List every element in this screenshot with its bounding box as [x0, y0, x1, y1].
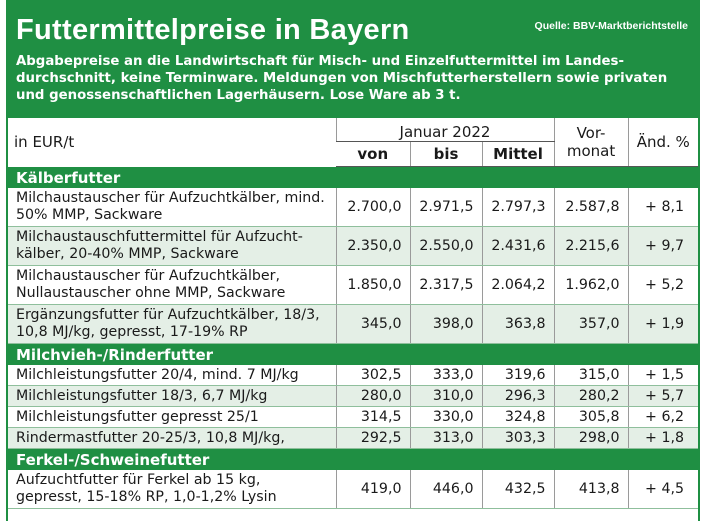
product-cell: Rindermastfutter 20-25/3, 10,8 MJ/kg,: [8, 427, 336, 449]
change-cell: + 1,8: [627, 427, 698, 449]
vormonat-cell: 1.962,0: [553, 265, 629, 305]
mittel-cell: 2.431,6: [481, 226, 555, 266]
section-title: Ferkel-/Schweinefutter: [8, 448, 698, 470]
bis-cell: 446,0: [409, 470, 482, 509]
von-cell: 345,0: [335, 304, 410, 344]
change-cell: + 4,5: [627, 470, 698, 509]
description: Abgabepreise an die Landwirtschaft für M…: [16, 54, 668, 103]
vormonat-cell: 2.587,8: [553, 188, 629, 227]
product-cell: Ergänzungsfutter für Aufzuchtkälber, 18/…: [8, 304, 336, 344]
table-row: Ergänzungsfutter für Aufzuchtkälber, 18/…: [8, 304, 698, 344]
month-header: Januar 2022: [335, 118, 555, 142]
change-cell: + 9,7: [627, 226, 698, 266]
vormonat-cell: 413,8: [553, 470, 629, 509]
change-cell: + 8,1: [627, 188, 698, 227]
bis-cell: 398,0: [409, 304, 482, 344]
price-table: in EUR/t Januar 2022 Vor- monat Änd. % v…: [8, 118, 698, 509]
header: Futtermittelpreise in Bayern Quelle: BBV…: [8, 0, 698, 118]
product-cell: Milchaustauscher für Aufzuchtkälber, Nul…: [8, 265, 336, 305]
header-row-2: von bis Mittel: [8, 141, 698, 167]
table-body: Kälberfutter Milchaustauscher für Aufzuch…: [8, 166, 698, 509]
mittel-cell: 324,8: [481, 406, 555, 428]
product-cell: Milchaustauschfuttermittel für Aufzucht­…: [8, 226, 336, 266]
von-cell: 302,5: [335, 365, 410, 386]
vormonat-cell: 298,0: [553, 427, 629, 449]
vormonat-cell: 305,8: [553, 406, 629, 428]
von-cell: 314,5: [335, 406, 410, 428]
mittel-cell: 296,3: [481, 385, 555, 407]
mittel-cell: 2.797,3: [481, 188, 555, 227]
table-row: Milchleistungsfutter gepresst 25/1 314,5 3…: [8, 406, 698, 428]
change-cell: + 5,2: [627, 265, 698, 305]
vormonat-header: Vor- monat: [553, 118, 629, 167]
section-header-row: Milchvieh-/Rinderfutter: [8, 343, 698, 365]
table-row: Milchaustauscher für Aufzuchtkälber, min…: [8, 188, 698, 227]
bis-cell: 313,0: [409, 427, 482, 449]
mittel-cell: 319,6: [481, 365, 555, 386]
vormonat-cell: 315,0: [553, 365, 629, 386]
von-cell: 292,5: [335, 427, 410, 449]
bis-header: bis: [409, 141, 482, 167]
product-cell: Milchleistungsfutter 18/3, 6,7 MJ/kg: [8, 385, 336, 407]
bis-cell: 333,0: [409, 365, 482, 386]
product-cell: Milchleistungsfutter gepresst 25/1: [8, 406, 336, 428]
mittel-cell: 432,5: [481, 470, 555, 509]
vormonat-cell: 357,0: [553, 304, 629, 344]
mittel-cell: 363,8: [481, 304, 555, 344]
table-row: Aufzuchtfutter für Ferkel ab 15 kg, gepr…: [8, 470, 698, 509]
bis-cell: 2.550,0: [409, 226, 482, 266]
mittel-header: Mittel: [481, 141, 555, 167]
vormonat-cell: 280,2: [553, 385, 629, 407]
section-header-row: Ferkel-/Schweinefutter: [8, 448, 698, 470]
von-cell: 419,0: [335, 470, 410, 509]
title-row: Futtermittelpreise in Bayern Quelle: BBV…: [16, 0, 690, 48]
product-cell: Milchleistungsfutter 20/4, mind. 7 MJ/kg: [8, 365, 336, 386]
price-table-card: Futtermittelpreise in Bayern Quelle: BBV…: [6, 0, 700, 521]
bis-cell: 2.971,5: [409, 188, 482, 227]
vormonat-cell: 2.215,6: [553, 226, 629, 266]
table-row: Milchleistungsfutter 20/4, mind. 7 MJ/kg…: [8, 365, 698, 386]
table-row: Milchleistungsfutter 18/3, 6,7 MJ/kg 280,…: [8, 385, 698, 407]
product-cell: Milchaustauscher für Aufzuchtkälber, min…: [8, 188, 336, 227]
von-cell: 280,0: [335, 385, 410, 407]
change-cell: + 6,2: [627, 406, 698, 428]
source-note: Quelle: BBV-Marktberichtstelle: [534, 20, 688, 32]
change-cell: + 1,5: [627, 365, 698, 386]
table-row: Milchaustauscher für Aufzuchtkälber, Nul…: [8, 265, 698, 305]
bis-cell: 2.317,5: [409, 265, 482, 305]
von-header: von: [336, 141, 410, 167]
table-row: Rindermastfutter 20-25/3, 10,8 MJ/kg, 292…: [8, 427, 698, 449]
product-cell: Aufzuchtfutter für Ferkel ab 15 kg, gepr…: [8, 470, 336, 509]
von-cell: 1.850,0: [335, 265, 410, 305]
mittel-cell: 2.064,2: [481, 265, 555, 305]
bis-cell: 330,0: [409, 406, 482, 428]
unit-header: in EUR/t: [14, 133, 75, 152]
section-title: Kälberfutter: [8, 166, 698, 188]
change-cell: + 5,7: [627, 385, 698, 407]
page-title: Futtermittelpreise in Bayern: [16, 14, 410, 46]
table-row: Milchaustauschfuttermittel für Aufzucht­…: [8, 226, 698, 266]
header-row-1: in EUR/t Januar 2022 Vor- monat Änd. %: [8, 118, 698, 167]
bis-cell: 310,0: [409, 385, 482, 407]
change-cell: + 1,9: [627, 304, 698, 344]
section-title: Milchvieh-/Rinderfutter: [8, 343, 698, 365]
von-cell: 2.700,0: [335, 188, 410, 227]
von-cell: 2.350,0: [335, 226, 410, 266]
mittel-cell: 303,3: [481, 427, 555, 449]
change-header: Änd. %: [627, 118, 698, 167]
section-header-row: Kälberfutter: [8, 166, 698, 188]
